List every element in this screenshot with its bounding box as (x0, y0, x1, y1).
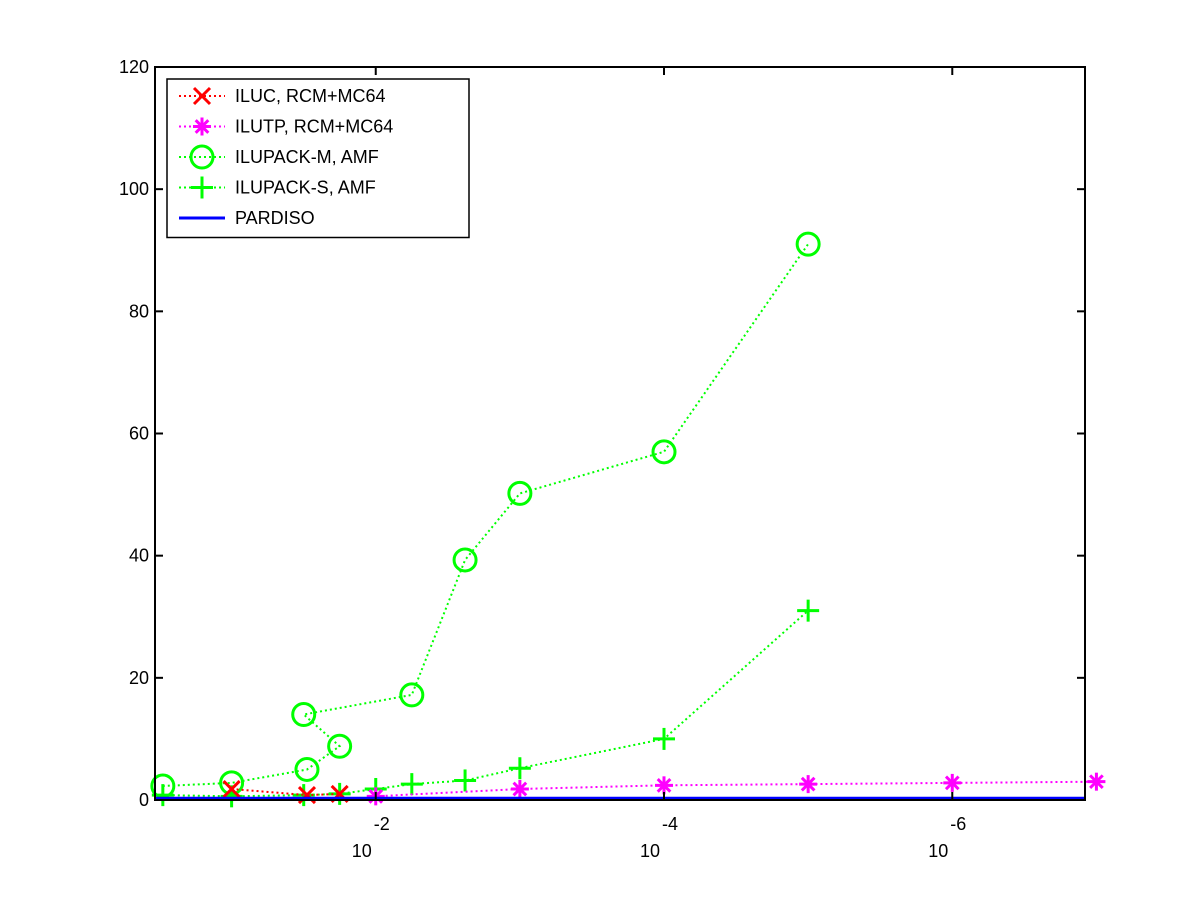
x-tick-label-base: 10 (640, 841, 660, 861)
data-point-shape (399, 682, 425, 708)
data-point-shape-b (656, 777, 672, 793)
y-tick-label: 60 (129, 424, 149, 444)
x-tick-label-base: 10 (928, 841, 948, 861)
x-tick-label-exponent: -2 (374, 814, 390, 834)
legend-label: ILUPACK-S, AMF (235, 178, 376, 198)
data-point (799, 775, 818, 794)
y-tick-label: 120 (119, 57, 149, 77)
data-point (508, 757, 531, 780)
data-point-shape (452, 547, 478, 573)
data-point-shape (327, 733, 353, 759)
legend-marker-shape (189, 144, 215, 170)
series-3 (151, 599, 820, 808)
y-tick-label: 0 (139, 790, 149, 810)
y-tick-label: 80 (129, 301, 149, 321)
series-layer (150, 231, 1106, 808)
series-line (375, 780, 1097, 798)
data-point (795, 231, 821, 257)
legend-marker (189, 144, 215, 170)
data-point (1087, 772, 1106, 791)
legend-marker (191, 176, 213, 199)
data-point-shape (291, 701, 317, 727)
series-line (162, 609, 809, 798)
y-tick-label: 20 (129, 668, 149, 688)
data-point-shape-b (512, 781, 528, 797)
series-2 (150, 231, 821, 799)
x-tick-label-exponent: -4 (662, 814, 678, 834)
legend-marker (193, 117, 211, 136)
legend-label: ILUTP, RCM+MC64 (235, 117, 393, 137)
data-point-shape (294, 756, 320, 782)
legend-marker (192, 86, 212, 106)
y-tick-label: 40 (129, 546, 149, 566)
legend-item: ILUPACK-S, AMF (179, 176, 376, 199)
data-point (943, 773, 962, 792)
data-point-shape (651, 439, 677, 465)
data-point (510, 780, 529, 799)
legend-label: PARDISO (235, 208, 315, 228)
data-point (294, 756, 320, 782)
legend-label: ILUC, RCM+MC64 (235, 86, 386, 106)
data-point (655, 776, 674, 795)
data-point-shape-b (222, 779, 241, 799)
data-point (452, 547, 478, 573)
x-tick-label-exponent: -6 (950, 814, 966, 834)
y-tick-label: 100 (119, 179, 149, 199)
data-point (291, 701, 317, 727)
data-point-shape (795, 231, 821, 257)
legend-marker-shape-b (194, 119, 210, 134)
data-point (507, 480, 533, 506)
legend-box (166, 78, 470, 239)
data-point-shape-b (1089, 774, 1104, 790)
data-point (400, 773, 423, 796)
series-line (162, 243, 809, 787)
legend-item: PARDISO (179, 208, 315, 228)
legend-label: ILUPACK-M, AMF (235, 147, 379, 167)
data-point (222, 779, 241, 799)
legend-item: ILUPACK-M, AMF (179, 144, 379, 170)
data-point (327, 733, 353, 759)
data-point-shape-b (944, 775, 960, 791)
data-point (653, 727, 676, 750)
legend-item: ILUC, RCM+MC64 (179, 86, 386, 106)
series-1 (366, 772, 1106, 806)
legend: ILUC, RCM+MC64 ILUTP, RCM+MC64 ILUPACK-M, … (166, 78, 470, 239)
data-point-shape-b (800, 776, 816, 792)
data-point (651, 439, 677, 465)
legend-marker-shape-b (192, 86, 212, 106)
legend-item: ILUTP, RCM+MC64 (179, 117, 393, 137)
data-point (454, 769, 477, 792)
data-point (797, 599, 820, 622)
x-tick-label-base: 10 (352, 841, 372, 861)
data-point-shape (507, 480, 533, 506)
data-point (399, 682, 425, 708)
